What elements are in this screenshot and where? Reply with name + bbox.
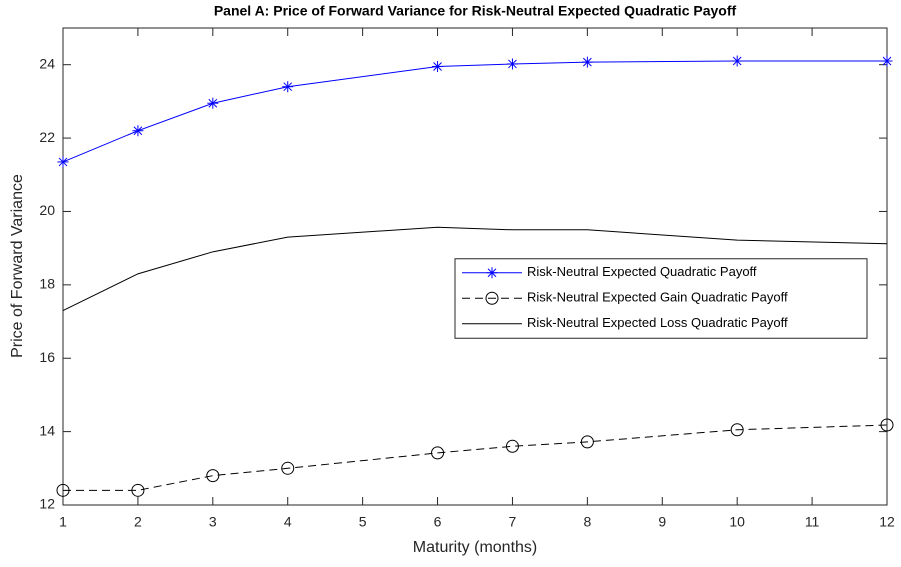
point	[731, 55, 743, 67]
y-tick-label: 18	[39, 276, 55, 292]
point-stroke	[283, 82, 293, 92]
x-tick-label: 6	[434, 514, 442, 530]
point	[505, 439, 519, 453]
x-tick-label: 5	[359, 514, 367, 530]
plot-area	[62, 27, 888, 506]
point-stroke	[583, 57, 592, 67]
chart-title: Panel A: Price of Forward Variance for R…	[214, 3, 737, 19]
legend-label: Risk-Neutral Expected Quadratic Payoff	[527, 264, 757, 279]
x-tick-label: 8	[583, 514, 591, 530]
x-tick-label: 3	[209, 514, 217, 530]
legend-label: Risk-Neutral Expected Gain Quadratic Pay…	[527, 290, 788, 305]
point	[881, 55, 893, 67]
point	[506, 58, 518, 70]
x-tick-label: 7	[509, 514, 517, 530]
point	[57, 156, 69, 168]
point	[486, 267, 498, 279]
point	[485, 291, 499, 305]
point	[730, 423, 744, 437]
point	[132, 125, 144, 137]
point	[56, 483, 70, 497]
series-line	[62, 226, 888, 311]
point-stroke	[433, 62, 442, 71]
y-tick-label: 20	[39, 202, 55, 218]
point	[207, 97, 219, 109]
point-stroke	[58, 157, 68, 167]
point-stroke	[133, 126, 143, 136]
point	[880, 418, 894, 432]
legend-box	[454, 258, 868, 339]
x-tick-label: 9	[658, 514, 666, 530]
point-stroke	[508, 59, 517, 69]
y-tick-label: 24	[39, 55, 55, 71]
y-tick-label: 22	[39, 129, 55, 145]
point-stroke	[487, 268, 497, 278]
x-tick-label: 4	[284, 514, 292, 530]
x-tick-label: 1	[59, 514, 67, 530]
y-tick-label: 12	[39, 496, 55, 512]
legend-label: Risk-Neutral Expected Loss Quadratic Pay…	[527, 315, 788, 330]
point	[581, 56, 593, 68]
point	[431, 446, 445, 460]
point	[282, 81, 294, 93]
y-tick-label: 16	[39, 349, 55, 365]
x-tick-label: 10	[729, 514, 745, 530]
point	[580, 435, 594, 449]
y-axis-label: Price of Forward Variance	[9, 174, 26, 358]
point-stroke	[882, 56, 892, 66]
point	[281, 461, 295, 475]
point	[432, 61, 444, 73]
series-line	[63, 424, 888, 491]
point	[206, 469, 220, 483]
x-tick-label: 2	[134, 514, 142, 530]
y-tick-label: 14	[39, 422, 55, 438]
point	[131, 483, 145, 497]
point-stroke	[732, 56, 742, 66]
x-tick-label: 12	[879, 514, 895, 530]
x-axis-label: Maturity (months)	[413, 539, 537, 556]
x-tick-label: 11	[805, 514, 820, 530]
point-stroke	[208, 98, 218, 108]
